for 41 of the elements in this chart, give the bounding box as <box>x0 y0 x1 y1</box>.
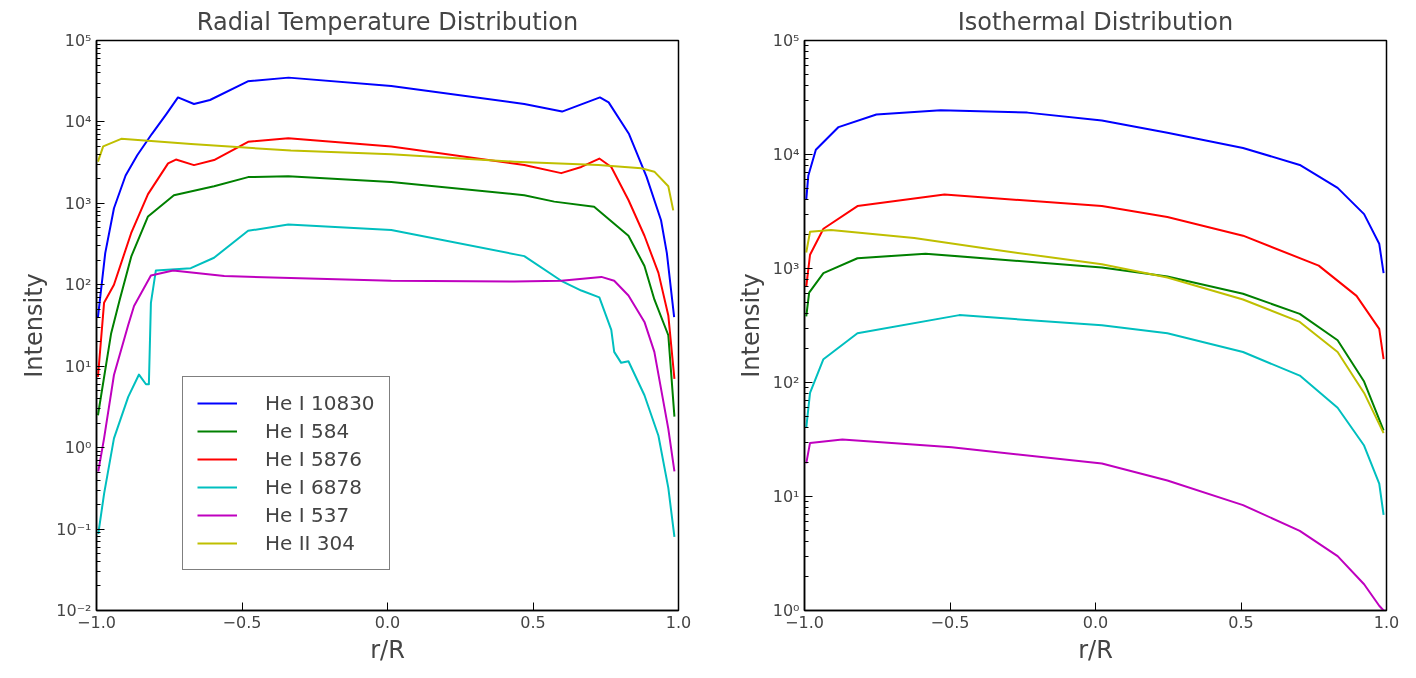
x-tick-label: 0.0 <box>374 612 401 632</box>
y-tick-label: 10¹ <box>772 487 800 506</box>
x-axis-title: r/R <box>370 635 405 664</box>
legend-label: He II 304 <box>265 531 356 555</box>
x-axis-title: r/R <box>1078 635 1113 664</box>
y-axis-title: Intensity <box>736 273 765 378</box>
line-series <box>96 76 676 319</box>
line-series <box>96 137 675 212</box>
x-tick-label: 1.0 <box>1373 612 1400 632</box>
x-tick-label: −0.5 <box>222 612 262 632</box>
line-series <box>97 269 676 473</box>
chart-title: Isothermal Distribution <box>957 7 1234 36</box>
y-tick-label: 10⁴ <box>772 145 800 164</box>
x-tick-label: 1.0 <box>665 612 692 632</box>
line-series <box>805 109 1385 275</box>
x-tick-label: 0.5 <box>520 612 546 632</box>
y-tick-label: 10¹ <box>64 356 92 376</box>
y-tick-label: 10² <box>64 275 92 295</box>
line-series <box>805 314 1385 516</box>
legend-label: He I 537 <box>265 503 350 527</box>
chart-title: Radial Temperature Distribution <box>196 7 579 36</box>
y-tick-label: 10² <box>772 373 800 392</box>
x-tick-label: 0.5 <box>1228 612 1254 632</box>
y-tick-label: 10⁵ <box>64 31 92 50</box>
y-tick-label: 10⁻¹ <box>56 519 92 539</box>
line-series <box>96 137 676 380</box>
y-tick-label: 10⁰ <box>64 438 92 458</box>
y-tick-label: 10⁵ <box>772 31 800 50</box>
line-series <box>97 223 676 538</box>
legend-label: He I 10830 <box>265 391 375 415</box>
y-tick-label: 10³ <box>64 193 92 213</box>
y-axis-title: Intensity <box>20 273 49 378</box>
x-tick-label: −0.5 <box>930 612 970 632</box>
y-tick-label: 10⁴ <box>64 112 92 132</box>
legend-label: He I 584 <box>265 419 350 443</box>
line-series <box>805 193 1385 361</box>
y-tick-label: 10³ <box>772 259 800 278</box>
x-tick-label: 0.0 <box>1082 612 1109 632</box>
line-series <box>96 175 676 418</box>
legend-label: He I 5876 <box>265 447 362 471</box>
legend-label: He I 6878 <box>265 475 362 499</box>
